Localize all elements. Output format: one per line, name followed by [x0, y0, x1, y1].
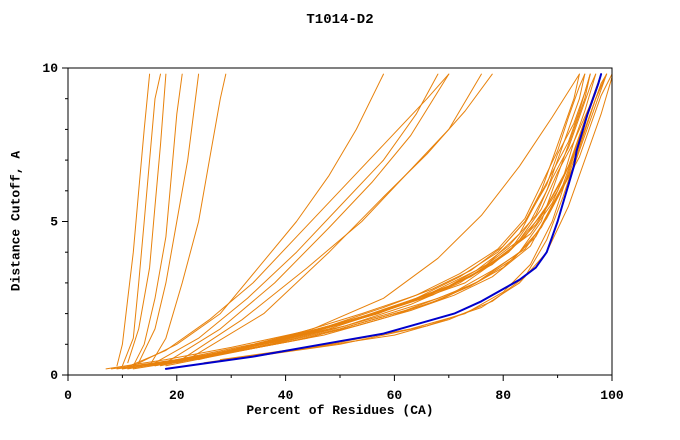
prediction-line	[138, 73, 200, 364]
prediction-line	[116, 73, 151, 367]
prediction-line	[121, 73, 450, 370]
prediction-line	[132, 73, 183, 367]
prediction-line	[121, 73, 161, 367]
y-tick-label: 10	[42, 61, 58, 76]
chart-title: T1014-D2	[306, 12, 374, 28]
x-tick-label: 0	[64, 388, 72, 403]
prediction-line	[165, 73, 613, 367]
x-tick-label: 60	[387, 388, 403, 403]
prediction-line	[219, 73, 602, 361]
prediction-line	[165, 73, 450, 364]
prediction-line	[230, 76, 613, 361]
prediction-line	[187, 73, 493, 361]
x-tick-label: 20	[169, 388, 185, 403]
prediction-line	[149, 73, 597, 367]
x-tick-label: 40	[278, 388, 294, 403]
prediction-line	[132, 73, 384, 367]
prediction-line	[105, 73, 586, 370]
y-tick-label: 5	[50, 215, 58, 230]
x-tick-label: 80	[495, 388, 511, 403]
highlight-line	[164, 73, 603, 370]
prediction-line	[127, 73, 167, 364]
prediction-line	[149, 73, 439, 367]
prediction-line	[160, 73, 597, 367]
x-tick-label: 100	[600, 388, 624, 403]
x-axis-label: Percent of Residues (CA)	[246, 403, 434, 418]
y-tick-label: 0	[50, 368, 58, 383]
prediction-line	[149, 73, 227, 367]
prediction-line	[170, 73, 602, 364]
prediction-line	[154, 73, 608, 367]
y-axis-label: Distance Cutoff, A	[8, 150, 24, 292]
